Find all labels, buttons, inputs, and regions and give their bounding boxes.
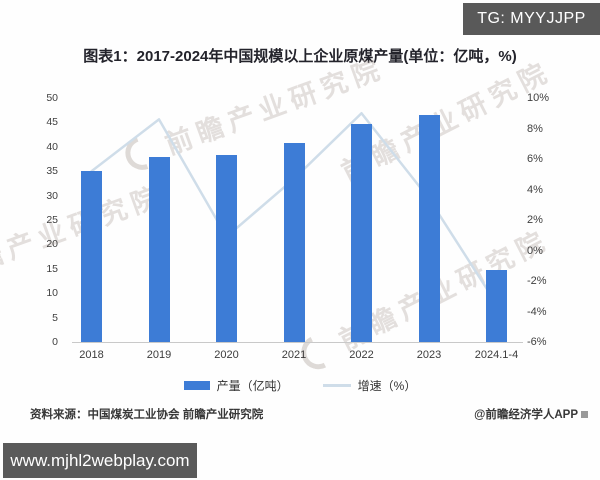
y-axis-left-tick: 50: [46, 92, 58, 104]
x-axis-label: 2022: [349, 349, 374, 361]
y-axis-right-tick: -6%: [527, 336, 547, 348]
y-axis-left-tick: 20: [46, 238, 58, 251]
chart-title: 图表1：2017-2024年中国规模以上企业原煤产量(单位：亿吨，%): [83, 48, 517, 65]
y-axis-left-tick: 5: [52, 311, 58, 324]
url-badge: www.mjhl2webplay.com: [3, 443, 197, 478]
production-bar: [283, 143, 305, 342]
source-note: 资料来源：中国煤炭工业协会 前瞻产业研究院: [30, 409, 264, 421]
y-axis-left-tick: 45: [46, 116, 58, 129]
production-bar: [148, 156, 170, 342]
y-axis-left-tick: 30: [46, 189, 58, 202]
x-axis-label: 2020: [214, 349, 239, 361]
y-axis-left-tick: 25: [46, 214, 58, 226]
y-axis-left-tick: 15: [46, 262, 58, 275]
legend-label-growth: 增速（%）: [357, 379, 417, 393]
y-axis-right-tick: 10%: [527, 92, 550, 104]
tg-badge-label: TG: MYYJJPP: [477, 10, 586, 27]
y-axis-left-tick: 35: [46, 165, 58, 178]
tg-badge: TG: MYYJJPP: [463, 3, 600, 35]
x-axis-line: [72, 342, 523, 343]
x-axis-label: 2021: [281, 349, 307, 361]
credit-label: @前瞻经济学人APP: [474, 409, 578, 421]
credit-note: @前瞻经济学人APP: [474, 406, 588, 422]
x-axis-label: 2023: [416, 349, 442, 361]
production-bar: [486, 269, 507, 342]
y-axis-right-tick: 0%: [527, 244, 543, 257]
y-axis-right-tick: -2%: [527, 275, 547, 287]
production-bar: [216, 154, 237, 342]
y-axis-right-tick: 2%: [527, 214, 543, 226]
y-axis-left-tick: 40: [46, 140, 58, 153]
legend-item-production: 产量（亿吨）: [183, 377, 289, 394]
bar-swatch: [183, 381, 210, 390]
x-axis-label: 2019: [146, 349, 172, 361]
line-swatch: [322, 384, 351, 387]
y-axis-right-tick: -4%: [527, 305, 547, 318]
legend-item-growth: 增速（%）: [322, 377, 417, 394]
y-axis-left-tick: 10: [46, 287, 58, 300]
legend-label-production: 产量（亿吨）: [216, 379, 289, 393]
x-axis-label: 2018: [79, 349, 104, 361]
credit-square-icon: [581, 411, 588, 418]
y-axis-right-tick: 6%: [527, 153, 543, 165]
legend: 产量（亿吨） 增速（%）: [0, 377, 600, 394]
url-badge-label: www.mjhl2webplay.com: [10, 450, 190, 470]
x-axis-label: 2024.1-4: [474, 349, 519, 361]
y-axis-right-tick: 8%: [527, 122, 543, 135]
y-axis-right-tick: 4%: [527, 183, 543, 196]
production-bar: [418, 114, 440, 342]
production-bar: [81, 171, 102, 342]
y-axis-left-tick: 0: [52, 336, 58, 348]
production-bar: [351, 124, 372, 342]
